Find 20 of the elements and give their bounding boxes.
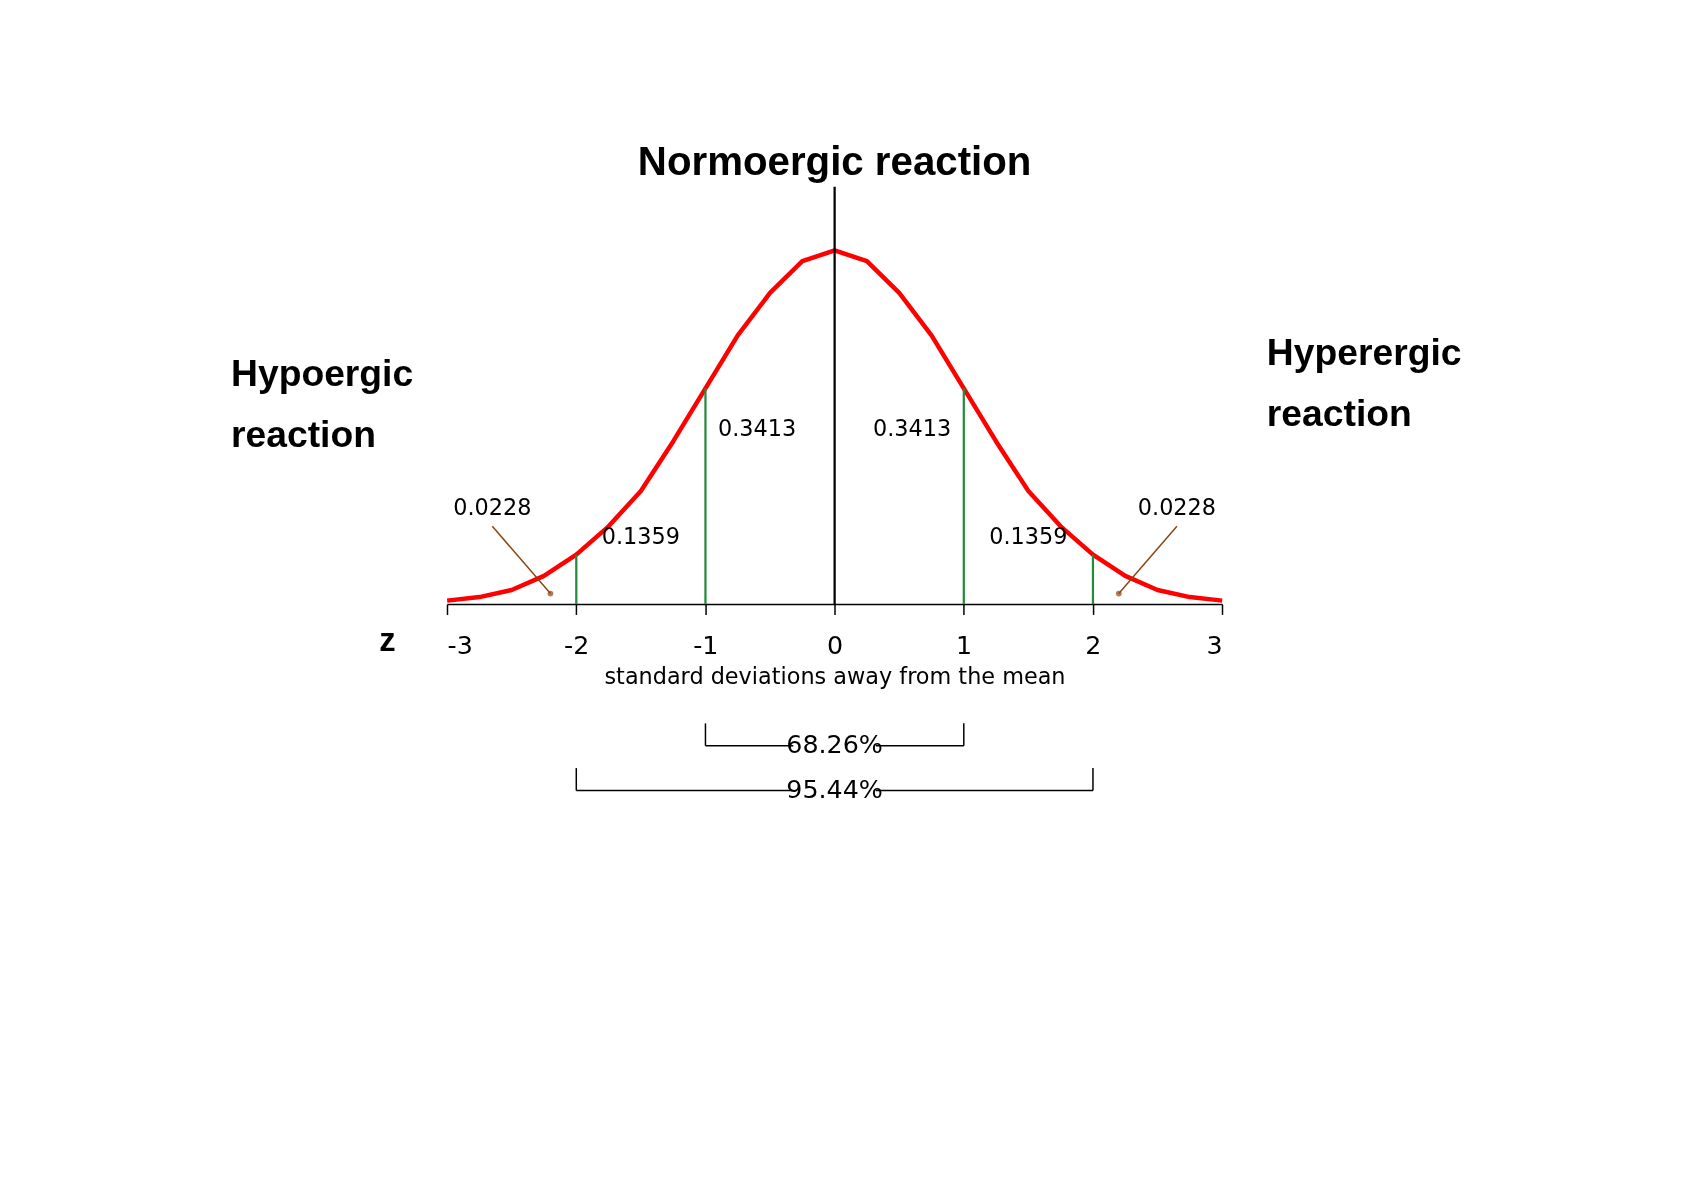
chart-title: Normoergic reaction (637, 138, 1032, 184)
x-tick-label: 0 (826, 630, 844, 661)
text: Hyperergic reaction (1266, 330, 1462, 435)
x-tick-label: 1 (956, 630, 973, 661)
annotation: 0.0228 (453, 494, 532, 521)
text: Hypoergic reaction (231, 351, 414, 455)
x-tick-label: -2 (564, 630, 590, 661)
x-tick-label: 3 (1206, 630, 1223, 661)
x-tick-label: 2 (1085, 630, 1102, 661)
text: 68.26% (786, 729, 883, 760)
text: z (379, 621, 396, 659)
x-axis-title: standard deviations away from the mean (604, 662, 1066, 689)
text: 95.44% (786, 773, 883, 804)
annotation: 0.0228 (1137, 494, 1217, 521)
annotation: 0.3413 (873, 414, 952, 441)
annotation: 0.1359 (989, 523, 1068, 550)
x-tick-label: -1 (693, 630, 719, 661)
x-tick-label: -3 (447, 630, 473, 661)
annotation: 0.3413 (718, 414, 797, 441)
annotation: 0.1359 (601, 523, 680, 550)
